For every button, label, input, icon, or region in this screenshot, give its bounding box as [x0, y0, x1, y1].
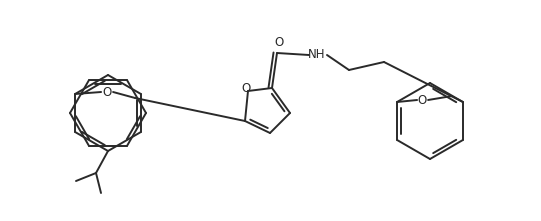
Text: O: O	[418, 93, 427, 107]
Text: O: O	[102, 86, 111, 99]
Text: O: O	[274, 36, 283, 50]
Text: NH: NH	[308, 48, 326, 61]
Text: O: O	[241, 82, 250, 95]
